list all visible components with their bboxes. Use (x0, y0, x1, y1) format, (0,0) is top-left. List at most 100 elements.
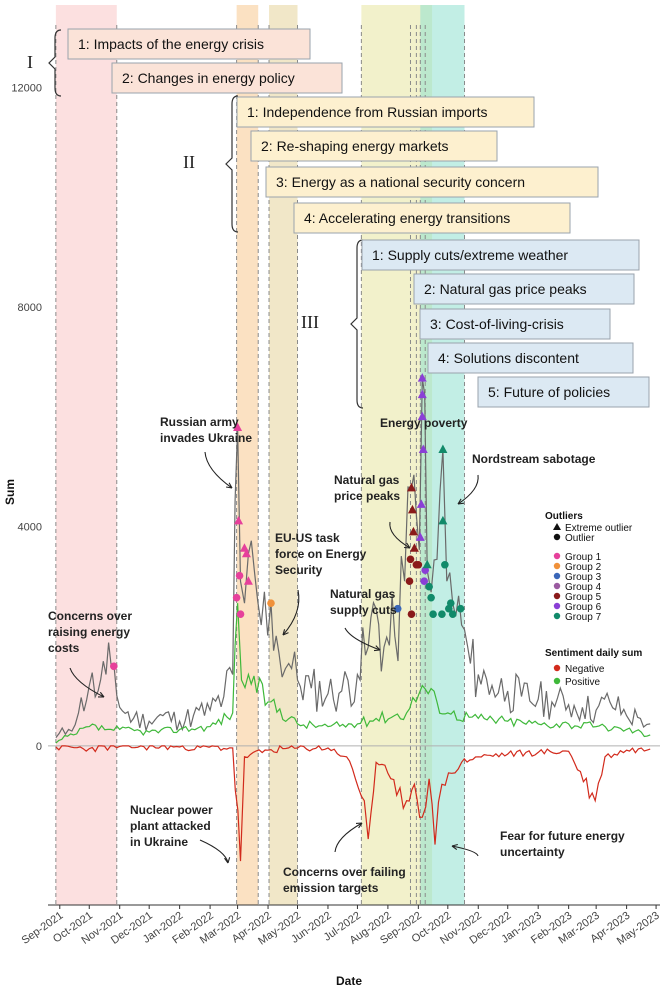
legend-outliers-title: Outliers (545, 511, 583, 522)
extreme-outlier-marker (417, 389, 427, 399)
annotation-line: price peaks (334, 489, 400, 503)
annotation-label: Concerns over raising energy costs (48, 609, 132, 655)
annotation-label: Fear for future energy uncertainty (500, 829, 625, 859)
annotation-line: invades Ukraine (160, 431, 252, 445)
annotation-line: EU-US task (275, 531, 340, 545)
phase-box (265, 166, 599, 198)
annotation-label: Nuclear power plant attacked in Ukraine (130, 803, 213, 849)
annotation-line: emission targets (283, 881, 379, 895)
outlier-marker (110, 662, 118, 671)
phase-box-label: 4: Solutions discontent (438, 350, 579, 366)
annotation-arrowhead (224, 857, 231, 864)
outlier-marker (232, 593, 241, 602)
legend-group-marker (553, 582, 561, 590)
phase-box (293, 202, 571, 234)
annotation-arrow (457, 474, 479, 505)
annotation-arrow (389, 521, 411, 549)
annotation-label: Nordstream sabotage (472, 452, 596, 466)
legend-group-marker (553, 552, 561, 560)
annotation-line: Natural gas (330, 587, 396, 601)
annotation-arrowhead (373, 645, 381, 652)
phase-box-label: 2: Natural gas price peaks (424, 281, 587, 297)
shaded-period-1 (55, 5, 117, 905)
outlier-marker (421, 566, 430, 575)
legend-sentiment-title: Sentiment daily sum (545, 648, 642, 659)
outlier-marker (393, 604, 402, 613)
legend-kind-marker (553, 523, 561, 530)
annotation-line: raising energy (48, 625, 130, 639)
phase-box-label: 3: Energy as a national security concern (276, 174, 525, 190)
annotation-arrowhead (451, 843, 458, 851)
legend-group-marker (553, 602, 561, 610)
y-tick-label: 12000 (11, 82, 42, 94)
outlier-marker (420, 577, 429, 586)
phase-box (67, 28, 311, 60)
phase-box (477, 376, 650, 408)
annotation-label: Natural gas price peaks (334, 473, 400, 503)
legend-kind-marker (553, 533, 561, 541)
annotation-line: force on Energy (275, 547, 367, 561)
annotation-arrow (204, 451, 233, 489)
outlier-marker (405, 577, 414, 586)
outlier-marker (429, 610, 437, 618)
extreme-outlier-marker (233, 422, 243, 432)
annotation-line: Concerns over failing (283, 865, 406, 879)
legend-group-marker (553, 592, 561, 600)
annotation-arrowhead (457, 498, 465, 505)
legend-sentiment-marker (553, 677, 561, 685)
annotation-line: Nordstream sabotage (472, 452, 596, 466)
annotation-line: Security (275, 563, 323, 577)
outlier-marker (448, 610, 457, 618)
extreme-outlier-marker (438, 515, 448, 525)
extreme-outlier-marker (234, 515, 244, 525)
legend-kind-label: Extreme outlier (565, 523, 633, 534)
legend-group-marker (553, 612, 561, 620)
phase-bracket (225, 95, 239, 233)
phase-bracket (48, 29, 62, 97)
annotation-label: Concerns over failing emission targets (283, 865, 406, 895)
annotation-line: Energy poverty (380, 416, 468, 430)
phase-labels: I 1: Impacts of the energy crisis 2: Chang… (27, 28, 650, 409)
outlier-marker (267, 599, 275, 607)
outlier-marker (441, 560, 449, 569)
phase-box (419, 308, 611, 340)
annotation-line: Nuclear power (130, 803, 213, 817)
legend-sentiment-label: Positive (565, 677, 600, 688)
extreme-outlier-marker (417, 373, 427, 382)
annotation-line: plant attacked (130, 819, 211, 833)
outlier-markers (110, 373, 465, 671)
outlier-marker (456, 604, 465, 613)
extreme-outlier-marker (406, 482, 416, 492)
annotation-arrow (199, 839, 229, 864)
annotation-line: in Ukraine (130, 835, 188, 849)
annotation-label: Russian army invades Ukraine (160, 415, 252, 445)
phase-box-label: 4: Accelerating energy transitions (304, 210, 510, 226)
annotation-arrowhead (282, 629, 289, 636)
y-tick-label: 8000 (18, 302, 42, 314)
outlier-marker (446, 599, 455, 607)
outlier-marker (236, 610, 245, 618)
legend-group-label: Group 5 (565, 592, 602, 603)
annotation-line: Russian army (160, 415, 239, 429)
phase-box (111, 62, 343, 94)
legend-group-marker (553, 572, 561, 580)
annotation-line: Natural gas (334, 473, 400, 487)
annotation-label: Natural gas supply cuts (330, 587, 397, 617)
phase-box-label: 1: Independence from Russian imports (247, 104, 487, 120)
outlier-marker (407, 610, 416, 618)
annotation-arrow (69, 667, 105, 698)
phase-box-label: 3: Cost-of-living-crisis (430, 316, 564, 332)
annotation-arrowhead (225, 482, 233, 489)
phase-box-label: 5: Future of policies (488, 384, 610, 400)
legend-sentiment-label: Negative (565, 664, 605, 675)
annotation-label: Energy poverty (380, 416, 468, 430)
extreme-outlier-marker (415, 532, 425, 541)
outlier-marker (406, 555, 415, 564)
outlier-marker (425, 582, 433, 591)
annotation-arrowhead (97, 691, 105, 698)
annotation-line: uncertainty (500, 845, 565, 859)
outlier-marker (414, 560, 423, 569)
extreme-outlier-marker (422, 559, 432, 569)
